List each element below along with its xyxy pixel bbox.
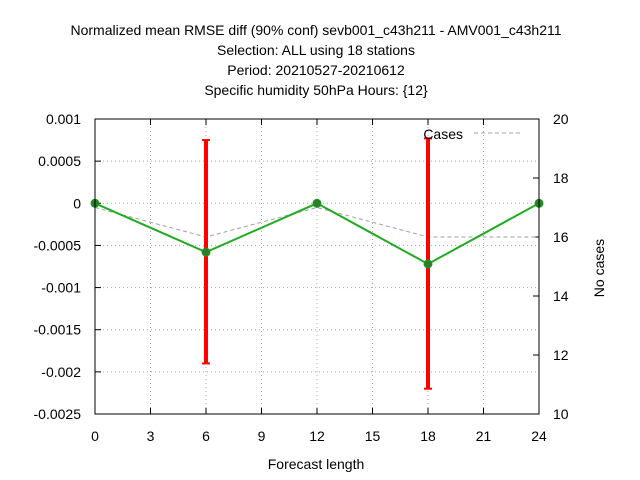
x-tick-label: 12 bbox=[309, 428, 325, 444]
y-tick-label: 0.001 bbox=[46, 111, 81, 127]
x-tick-label: 18 bbox=[420, 428, 436, 444]
y2-tick-label: 12 bbox=[553, 347, 569, 363]
y-tick-label: -0.0025 bbox=[34, 406, 82, 422]
y2-tick-label: 16 bbox=[553, 229, 569, 245]
y2-axis-label: No cases bbox=[591, 239, 607, 297]
y-tick-label: -0.0005 bbox=[34, 237, 82, 253]
legend-label-cases: Cases bbox=[423, 126, 463, 142]
x-axis-ticks: 0 3 6 9 12 15 18 21 24 bbox=[91, 119, 547, 444]
rmse-diff-point bbox=[312, 198, 322, 208]
x-tick-label: 21 bbox=[476, 428, 492, 444]
series bbox=[90, 137, 544, 390]
plot-area bbox=[95, 119, 539, 414]
rmse-diff-point bbox=[201, 247, 211, 257]
y2-tick-label: 20 bbox=[553, 111, 569, 127]
y-tick-label: -0.002 bbox=[41, 364, 81, 380]
title-line: Period: 20210527-20210612 bbox=[227, 62, 405, 78]
x-tick-label: 6 bbox=[202, 428, 210, 444]
y-tick-label: 0 bbox=[73, 195, 81, 211]
x-tick-label: 0 bbox=[91, 428, 99, 444]
x-tick-label: 3 bbox=[147, 428, 155, 444]
title-line: Selection: ALL using 18 stations bbox=[217, 42, 415, 58]
y-axis-ticks: 0.001 0.0005 0 -0.0005 -0.001 -0.0015 -0.002 -0… bbox=[34, 111, 101, 422]
y-tick-label: 0.0005 bbox=[38, 153, 81, 169]
y2-tick-label: 14 bbox=[553, 288, 569, 304]
x-tick-label: 9 bbox=[258, 428, 266, 444]
y-tick-label: -0.0015 bbox=[34, 322, 82, 338]
y2-tick-label: 18 bbox=[553, 170, 569, 186]
y2-tick-label: 10 bbox=[553, 406, 569, 422]
legend: Cases bbox=[423, 126, 522, 142]
x-tick-label: 24 bbox=[531, 428, 547, 444]
plot-frame bbox=[94, 118, 540, 415]
x-tick-label: 15 bbox=[365, 428, 381, 444]
y-tick-label: -0.001 bbox=[41, 280, 81, 296]
chart-title: Normalized mean RMSE diff (90% conf) sev… bbox=[70, 22, 561, 98]
x-axis-label: Forecast length bbox=[268, 456, 365, 472]
cases-line bbox=[94, 206, 539, 238]
rmse-diff-point bbox=[423, 259, 433, 269]
title-line: Specific humidity 50hPa Hours: {12} bbox=[204, 82, 428, 98]
title-line: Normalized mean RMSE diff (90% conf) sev… bbox=[70, 22, 561, 38]
